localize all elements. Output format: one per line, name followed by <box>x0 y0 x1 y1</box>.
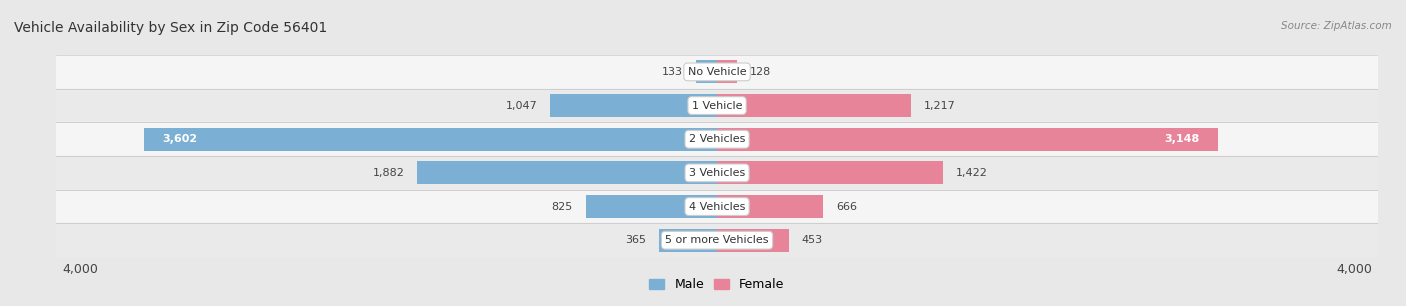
Text: 453: 453 <box>801 235 823 245</box>
Text: Vehicle Availability by Sex in Zip Code 56401: Vehicle Availability by Sex in Zip Code … <box>14 21 328 35</box>
Bar <box>143 128 717 151</box>
Bar <box>56 89 1378 122</box>
Bar <box>56 223 1378 257</box>
Text: 4 Vehicles: 4 Vehicles <box>689 202 745 211</box>
Text: 825: 825 <box>551 202 574 211</box>
Bar <box>550 94 717 117</box>
Bar <box>696 61 717 83</box>
Text: 3 Vehicles: 3 Vehicles <box>689 168 745 178</box>
Bar <box>717 195 823 218</box>
Bar <box>717 229 789 252</box>
Bar <box>56 190 1378 223</box>
Bar <box>717 61 737 83</box>
Text: 365: 365 <box>626 235 647 245</box>
Bar <box>418 162 717 184</box>
Bar <box>56 55 1378 89</box>
Bar <box>586 195 717 218</box>
Text: 666: 666 <box>835 202 856 211</box>
Bar <box>56 122 1378 156</box>
Legend: Male, Female: Male, Female <box>645 275 789 295</box>
Text: 1,217: 1,217 <box>924 101 955 110</box>
Text: 5 or more Vehicles: 5 or more Vehicles <box>665 235 769 245</box>
Text: 1,422: 1,422 <box>956 168 988 178</box>
Bar <box>659 229 717 252</box>
Text: 133: 133 <box>662 67 683 77</box>
Text: No Vehicle: No Vehicle <box>688 67 747 77</box>
Text: 1 Vehicle: 1 Vehicle <box>692 101 742 110</box>
Text: 1,882: 1,882 <box>373 168 405 178</box>
Text: 3,602: 3,602 <box>163 134 198 144</box>
Text: 3,148: 3,148 <box>1164 134 1199 144</box>
Text: Source: ZipAtlas.com: Source: ZipAtlas.com <box>1281 21 1392 32</box>
Bar <box>717 162 943 184</box>
Bar <box>717 94 911 117</box>
Text: 2 Vehicles: 2 Vehicles <box>689 134 745 144</box>
Text: 128: 128 <box>751 67 772 77</box>
Text: 1,047: 1,047 <box>506 101 537 110</box>
Bar <box>717 128 1219 151</box>
Bar <box>56 156 1378 190</box>
